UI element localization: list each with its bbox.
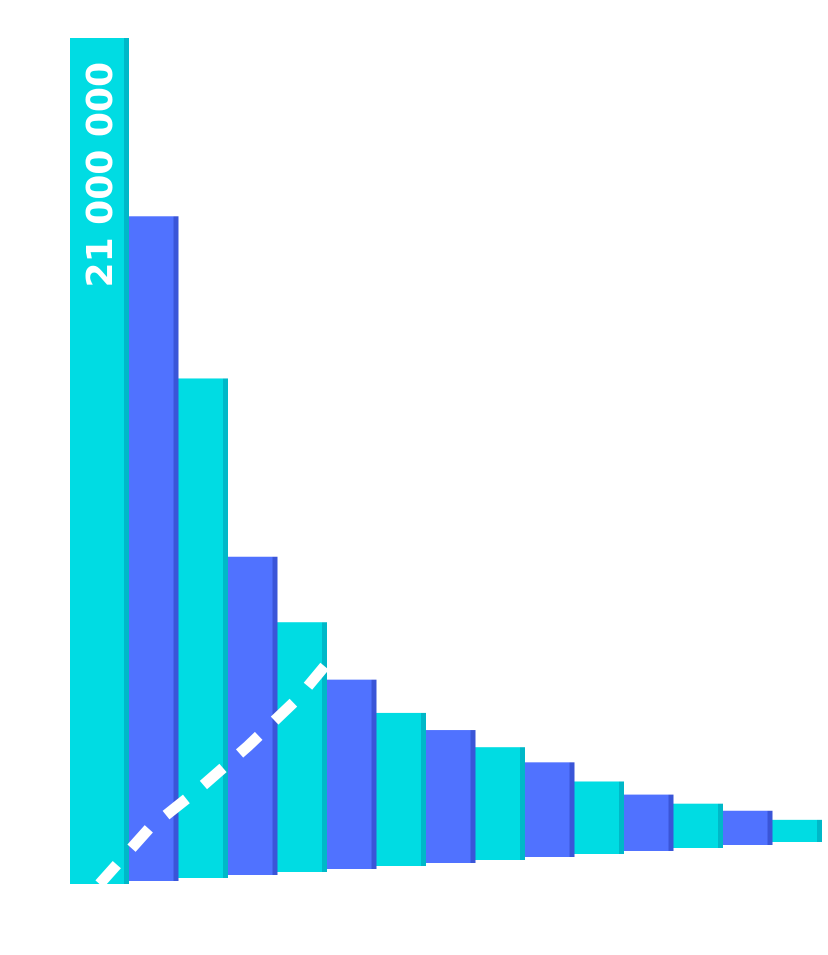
bar-side-2	[173, 216, 179, 882]
bar-side-3	[223, 378, 228, 878]
bar-15	[763, 819, 822, 842]
bar-side-8	[470, 730, 476, 863]
trend-line	[95, 635, 352, 888]
bar-side-12	[668, 794, 674, 851]
bar-side-7	[421, 712, 426, 866]
bar-side-15	[817, 819, 822, 842]
trend-line-group	[95, 635, 352, 888]
bars-group	[70, 38, 822, 884]
bar-side-6	[371, 679, 377, 869]
bar-1	[70, 38, 129, 884]
data-labels-group: 21 000 000	[80, 62, 121, 287]
bar-side-10	[569, 762, 575, 857]
bar-side-5	[322, 622, 327, 872]
bar-side-14	[767, 810, 773, 845]
bar-side-9	[520, 747, 525, 860]
bar-face-15	[763, 819, 817, 842]
data-label-1: 21 000 000	[80, 62, 121, 287]
bar-side-1	[124, 38, 129, 884]
bar-side-13	[718, 803, 723, 848]
bar-face-1	[70, 38, 124, 884]
bar-side-11	[619, 781, 624, 854]
